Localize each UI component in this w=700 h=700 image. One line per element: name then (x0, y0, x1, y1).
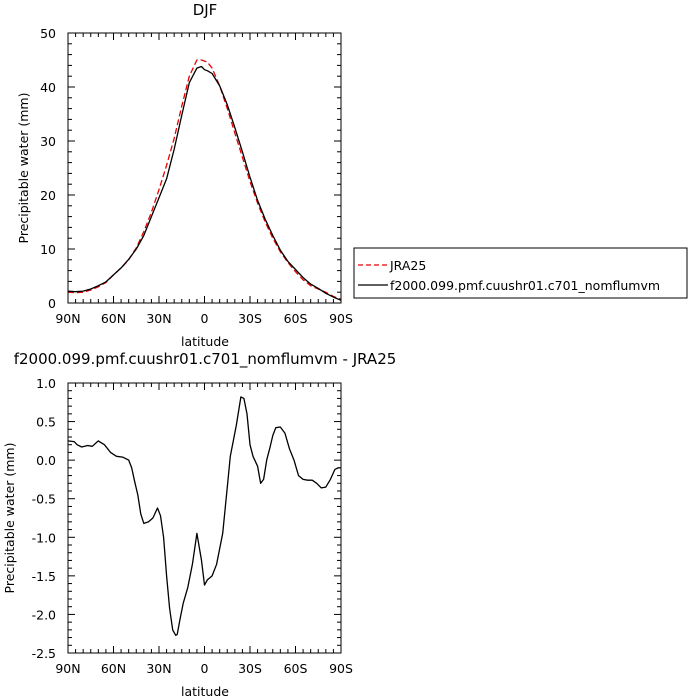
bottom-plot-frame (67, 382, 342, 654)
bottom-y-tick-label: -1.0 (32, 530, 56, 545)
top-chart-title: DJF (193, 1, 218, 19)
bottom-plot-area: 90N 60N 30N 0 30S 60S 90S 1.0 0.5 0.0 -0.5 -1.0 -1.5… (32, 376, 353, 676)
bottom-y-tick-label: 0.5 (36, 415, 56, 430)
top-x-tick-label: 90N (55, 311, 80, 326)
top-x-axis-title: latitude (181, 334, 229, 349)
bottom-y-tick-label: 0.0 (36, 453, 56, 468)
legend-label-model: f2000.099.pmf.cuushr01.c701_nomflumvm (390, 278, 660, 293)
bottom-x-axis-title: latitude (181, 684, 229, 699)
bottom-y-tick-label: -0.5 (32, 492, 56, 507)
top-panel: DJF 90N 60N 30N 0 30S 60S 90S 0 10 20 30 40 50 latit… (16, 1, 688, 349)
legend-box (353, 247, 688, 299)
top-y-tick-label: 10 (40, 242, 56, 257)
top-y-tick-label: 0 (48, 296, 56, 311)
top-x-tick-label: 90S (329, 311, 353, 326)
legend: JRA25 f2000.099.pmf.cuushr01.c701_nomflu… (353, 247, 688, 299)
top-x-tick-label: 60S (284, 311, 308, 326)
bottom-x-tick-label: 60S (284, 661, 308, 676)
bottom-chart-title: f2000.099.pmf.cuushr01.c701_nomflumvm - … (14, 350, 397, 369)
top-y-tick-label: 20 (40, 188, 56, 203)
top-plot-frame (67, 32, 342, 304)
bottom-x-tick-label: 60N (101, 661, 126, 676)
top-x-tick-label: 0 (201, 311, 209, 326)
bottom-y-tick-label: 1.0 (36, 376, 56, 391)
bottom-series-line-0 (67, 396, 341, 636)
bottom-panel: f2000.099.pmf.cuushr01.c701_nomflumvm - … (2, 350, 396, 699)
bottom-x-tick-label: 90N (55, 661, 80, 676)
top-series-line-1 (67, 65, 342, 301)
bottom-y-tick-label: -2.0 (32, 607, 56, 622)
top-x-tick-label: 30S (238, 311, 262, 326)
bottom-x-tick-label: 0 (201, 661, 209, 676)
top-series-line-0 (67, 59, 342, 300)
bottom-y-axis-title: Precipitable water (mm) (2, 443, 17, 594)
bottom-y-tick-label: -1.5 (32, 569, 56, 584)
top-x-tick-label: 60N (101, 311, 126, 326)
legend-label-jra25: JRA25 (389, 258, 426, 273)
bottom-x-tick-label: 30S (238, 661, 262, 676)
bottom-x-tick-label: 30N (146, 661, 171, 676)
top-y-tick-label: 50 (40, 26, 56, 41)
bottom-x-tick-label: 90S (329, 661, 353, 676)
top-y-axis-title: Precipitable water (mm) (16, 93, 31, 244)
top-y-tick-label: 40 (40, 80, 56, 95)
top-plot-area: 90N 60N 30N 0 30S 60S 90S 0 10 20 30 40 50 (40, 26, 353, 326)
bottom-y-tick-label: -2.5 (32, 646, 56, 661)
top-y-tick-label: 30 (40, 134, 56, 149)
top-x-tick-label: 30N (146, 311, 171, 326)
